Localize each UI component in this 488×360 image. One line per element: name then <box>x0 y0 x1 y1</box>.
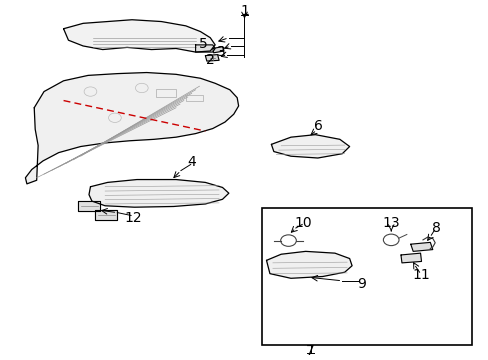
Polygon shape <box>205 55 219 61</box>
Text: 2: 2 <box>205 53 214 67</box>
Text: 10: 10 <box>294 216 311 230</box>
Text: 4: 4 <box>187 154 196 168</box>
Text: 11: 11 <box>412 268 429 282</box>
Text: 13: 13 <box>382 216 399 230</box>
Text: 5: 5 <box>198 37 207 51</box>
Bar <box>185 95 203 101</box>
Polygon shape <box>271 135 349 158</box>
Polygon shape <box>212 47 224 53</box>
Polygon shape <box>195 45 215 52</box>
Text: 3: 3 <box>217 45 225 59</box>
Polygon shape <box>95 210 117 220</box>
Text: 8: 8 <box>431 221 440 235</box>
Text: 12: 12 <box>124 211 142 225</box>
Polygon shape <box>89 180 228 207</box>
Polygon shape <box>78 201 100 211</box>
Polygon shape <box>25 72 238 184</box>
Text: 1: 1 <box>240 4 248 18</box>
Bar <box>261 208 471 345</box>
Text: 6: 6 <box>314 120 323 134</box>
Polygon shape <box>410 242 432 251</box>
Text: 9: 9 <box>357 277 366 291</box>
Bar <box>156 89 176 97</box>
Polygon shape <box>266 251 351 278</box>
Text: 7: 7 <box>305 344 314 358</box>
Polygon shape <box>400 253 421 263</box>
Polygon shape <box>63 20 215 52</box>
